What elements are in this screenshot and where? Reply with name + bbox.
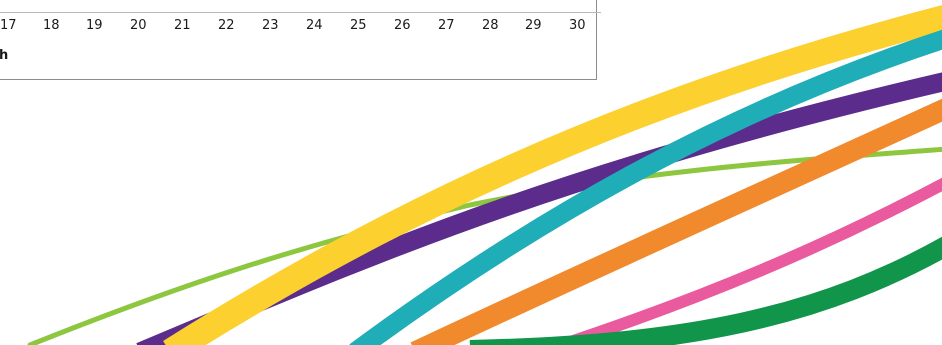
day-26[interactable]: 26 [394,18,411,33]
day-18[interactable]: 18 [43,18,60,33]
calendar-divider [0,12,601,13]
day-17[interactable]: 17 [0,18,17,33]
day-24[interactable]: 24 [306,18,323,33]
day-29[interactable]: 29 [525,18,542,33]
ribbon-teal [349,29,942,345]
day-21[interactable]: 21 [174,18,191,33]
ribbon-green-dark [469,236,942,345]
row-label: h [0,48,9,63]
ribbon-yellow [163,5,942,345]
day-20[interactable]: 20 [130,18,147,33]
ribbon-orange [410,98,942,345]
day-19[interactable]: 19 [86,18,103,33]
day-23[interactable]: 23 [262,18,279,33]
day-27[interactable]: 27 [438,18,455,33]
ribbon-pink [542,177,942,345]
day-25[interactable]: 25 [350,18,367,33]
day-30[interactable]: 30 [569,18,586,33]
calendar-box: 17 18 19 20 21 22 23 24 25 26 27 28 29 3… [0,0,601,80]
day-28[interactable]: 28 [482,18,499,33]
day-22[interactable]: 22 [218,18,235,33]
